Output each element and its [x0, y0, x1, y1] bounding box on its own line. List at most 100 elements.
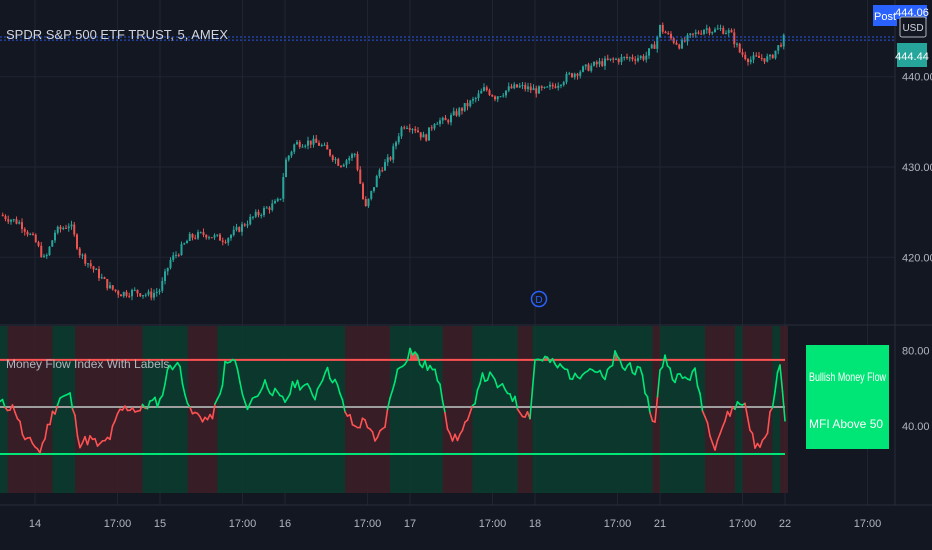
candle-body[interactable]: [29, 233, 32, 235]
candle-body[interactable]: [450, 115, 452, 123]
candle-body[interactable]: [122, 291, 125, 297]
candle-body[interactable]: [224, 241, 227, 243]
candle-body[interactable]: [227, 238, 230, 243]
candle-body[interactable]: [582, 66, 584, 72]
candle-body[interactable]: [45, 255, 48, 257]
candle-body[interactable]: [144, 294, 147, 296]
candle-body[interactable]: [452, 111, 455, 116]
candle-body[interactable]: [285, 159, 287, 178]
candle-body[interactable]: [312, 138, 315, 145]
candle-body[interactable]: [213, 235, 216, 238]
candle-body[interactable]: [469, 100, 472, 107]
candle-body[interactable]: [180, 244, 183, 256]
candle-body[interactable]: [752, 55, 755, 60]
candle-body[interactable]: [758, 55, 760, 58]
candle-body[interactable]: [106, 279, 109, 289]
candle-body[interactable]: [664, 31, 667, 34]
candle-body[interactable]: [320, 144, 323, 146]
candle-body[interactable]: [593, 61, 595, 66]
candle-body[interactable]: [518, 85, 521, 88]
candle-body[interactable]: [527, 86, 529, 90]
candle-body[interactable]: [183, 243, 186, 245]
candle-body[interactable]: [254, 211, 257, 217]
candle-body[interactable]: [356, 153, 359, 170]
candle-body[interactable]: [560, 84, 562, 86]
candle-body[interactable]: [474, 97, 477, 100]
candle-body[interactable]: [411, 129, 414, 131]
candle-body[interactable]: [373, 187, 375, 191]
candle-body[interactable]: [400, 127, 403, 137]
candle-body[interactable]: [318, 142, 320, 146]
candle-body[interactable]: [263, 208, 265, 215]
candle-body[interactable]: [659, 25, 661, 37]
candle-body[interactable]: [56, 226, 59, 233]
candle-body[interactable]: [252, 216, 254, 218]
candle-body[interactable]: [601, 61, 604, 66]
candle-body[interactable]: [21, 222, 23, 230]
candle-body[interactable]: [175, 254, 177, 256]
candle-body[interactable]: [780, 45, 782, 47]
candle-body[interactable]: [565, 73, 568, 83]
candle-body[interactable]: [54, 232, 56, 241]
candle-body[interactable]: [249, 216, 252, 225]
candle-body[interactable]: [626, 56, 628, 59]
currency-button[interactable]: USD: [899, 16, 927, 38]
candle-body[interactable]: [422, 134, 425, 138]
candle-body[interactable]: [444, 117, 447, 121]
candle-body[interactable]: [782, 34, 785, 47]
candle-body[interactable]: [439, 120, 441, 124]
candle-body[interactable]: [186, 240, 188, 244]
candle-body[interactable]: [84, 254, 87, 264]
candle-body[interactable]: [276, 198, 279, 202]
candle-body[interactable]: [733, 32, 736, 45]
candle-body[interactable]: [480, 91, 483, 94]
candle-body[interactable]: [362, 183, 364, 200]
candle-body[interactable]: [100, 277, 103, 279]
candle-body[interactable]: [683, 39, 686, 42]
candle-body[interactable]: [348, 157, 351, 161]
candle-body[interactable]: [538, 86, 540, 94]
candle-body[interactable]: [408, 127, 411, 130]
candle-body[interactable]: [763, 58, 766, 62]
candle-body[interactable]: [535, 88, 538, 94]
candle-body[interactable]: [620, 57, 623, 63]
candle-body[interactable]: [395, 142, 397, 147]
candle-body[interactable]: [705, 28, 708, 30]
candle-body[interactable]: [417, 130, 419, 133]
candle-body[interactable]: [678, 44, 681, 49]
candle-body[interactable]: [562, 82, 565, 85]
candle-body[interactable]: [730, 30, 733, 33]
candle-body[interactable]: [309, 140, 312, 145]
candle-body[interactable]: [133, 289, 136, 291]
candle-body[interactable]: [1, 214, 4, 217]
candle-body[interactable]: [208, 237, 210, 239]
candle-body[interactable]: [689, 33, 692, 36]
candle-body[interactable]: [296, 141, 298, 145]
candle-body[interactable]: [67, 226, 70, 229]
candle-body[interactable]: [458, 108, 461, 116]
candle-body[interactable]: [241, 224, 243, 232]
candle-body[interactable]: [139, 293, 142, 297]
candle-body[interactable]: [221, 240, 224, 242]
candle-body[interactable]: [447, 120, 450, 123]
candle-body[interactable]: [436, 123, 439, 125]
candle-body[interactable]: [381, 170, 384, 172]
candle-body[interactable]: [169, 259, 172, 268]
candle-body[interactable]: [271, 203, 274, 210]
candle-body[interactable]: [711, 31, 714, 34]
candle-body[interactable]: [546, 86, 549, 88]
candle-body[interactable]: [769, 54, 771, 57]
candle-body[interactable]: [194, 237, 197, 239]
candle-body[interactable]: [667, 33, 670, 35]
candle-body[interactable]: [230, 234, 232, 239]
candle-body[interactable]: [98, 269, 100, 279]
candle-body[interactable]: [623, 56, 626, 58]
candle-body[interactable]: [568, 73, 571, 75]
candle-body[interactable]: [681, 39, 683, 49]
candle-body[interactable]: [463, 103, 466, 111]
candle-body[interactable]: [367, 198, 370, 206]
candle-body[interactable]: [606, 58, 609, 60]
candle-body[interactable]: [719, 28, 722, 30]
candle-body[interactable]: [147, 291, 150, 295]
candle-body[interactable]: [760, 57, 763, 59]
